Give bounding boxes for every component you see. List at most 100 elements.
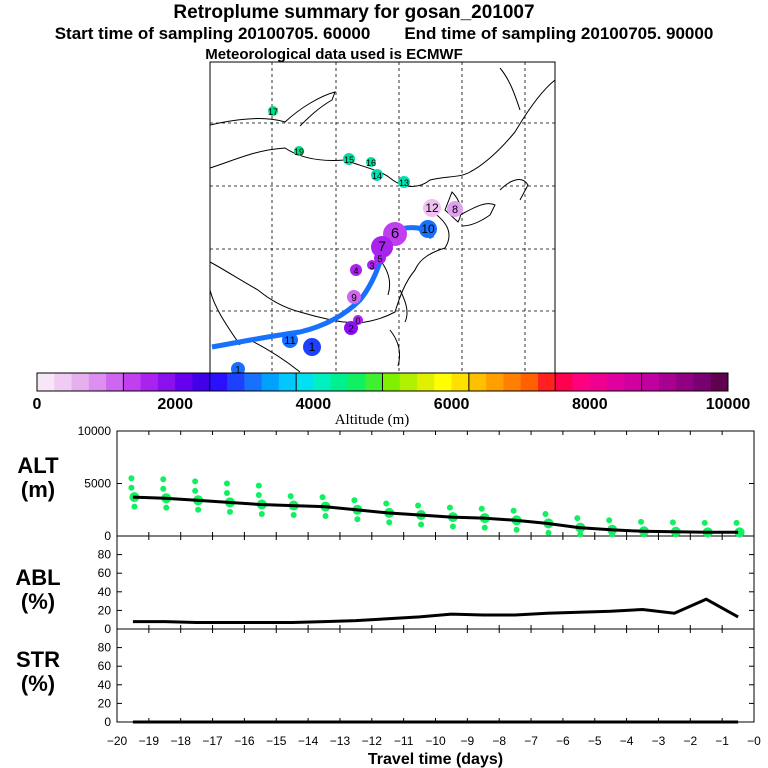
map-marker — [343, 153, 355, 165]
x-tick-label: −2 — [683, 734, 697, 748]
colorbar-cell — [676, 373, 694, 391]
page-title: Retroplume summary for gosan_201007 — [173, 2, 535, 23]
colorbar-cell — [555, 373, 574, 391]
map-marker — [447, 201, 463, 217]
altitude-point — [290, 512, 297, 518]
map-marker — [344, 321, 358, 335]
altitude-point — [510, 507, 517, 514]
map-marker-label: 2 — [348, 324, 354, 335]
x-tick-label: −6 — [556, 734, 570, 748]
map-marker-label: 11 — [284, 335, 295, 347]
colorbar-cell — [192, 373, 211, 391]
alt-label-name: ALT — [17, 453, 59, 478]
colorbar-cell — [365, 373, 383, 391]
altitude-point — [163, 504, 170, 511]
x-tick-label: −17 — [202, 734, 223, 748]
colorbar-cell — [658, 373, 677, 391]
colorbar-cell — [261, 373, 280, 391]
colorbar-cell — [468, 373, 487, 391]
sampling-times: Start time of sampling 20100705. 60000 En… — [0, 24, 768, 44]
map-marker — [398, 176, 410, 188]
start-time-label: Start time of sampling 20100705. 60000 — [54, 24, 371, 43]
y-tick-label: 60 — [98, 566, 112, 580]
colorbar-cell — [451, 373, 470, 391]
y-tick-label: 10000 — [78, 424, 112, 438]
altitude-point — [160, 476, 167, 483]
map-marker — [423, 199, 441, 217]
colorbar-cell — [624, 373, 643, 391]
y-tick-label: 20 — [98, 696, 112, 710]
colorbar-cell — [330, 373, 349, 391]
altitude-point — [513, 526, 520, 533]
colorbar-cell — [417, 373, 435, 391]
colorbar-cell — [503, 373, 522, 391]
colorbar-cell — [227, 373, 245, 391]
colorbar-cell — [54, 373, 73, 391]
map-marker-label: 7 — [378, 238, 386, 254]
map-marker-label: 3 — [369, 261, 374, 271]
y-tick-label: 0 — [104, 529, 111, 543]
colorbar-cell — [347, 373, 366, 391]
colorbar-tick-label: 2000 — [157, 396, 193, 413]
altitude-point — [449, 523, 456, 530]
colorbar-cell — [399, 373, 418, 391]
x-tick-label: −20 — [107, 734, 128, 748]
altitude-point — [542, 510, 549, 517]
altitude-point — [226, 508, 233, 515]
map-gridlines — [210, 62, 555, 374]
alt-axis-label: ALT (m) — [3, 454, 73, 502]
altitude-point — [386, 519, 393, 526]
altitude-point — [638, 518, 645, 525]
abl-label-unit: (%) — [20, 589, 56, 614]
map-marker — [371, 169, 383, 181]
altitude-point — [319, 494, 326, 501]
altitude-point — [641, 531, 648, 538]
colorbar-cell — [572, 373, 591, 391]
altitude-point — [255, 492, 262, 499]
altitude-point — [669, 519, 676, 526]
map-frame — [209, 61, 556, 375]
altitude-point — [574, 515, 581, 522]
altitude-point — [609, 531, 616, 538]
map-marker-label: 13 — [399, 178, 409, 188]
map-marker — [374, 252, 386, 264]
colorbar-tick-label: 8000 — [572, 396, 608, 413]
colorbar-cell — [209, 373, 228, 391]
alt-panel-frame — [116, 430, 755, 537]
map-marker — [294, 146, 304, 156]
y-tick-label: 20 — [98, 603, 112, 617]
map-marker-label: 14 — [372, 171, 382, 181]
y-tick-label: 0 — [104, 622, 111, 636]
map-marker — [371, 236, 393, 258]
series-line — [132, 495, 739, 534]
colorbar-cell — [175, 373, 193, 391]
map-marker-label: 1 — [235, 365, 241, 376]
colorbar-tick-label: 0 — [33, 396, 42, 413]
x-tick-label: −16 — [234, 734, 255, 748]
timeseries-panels: 10000 5000 0 80 60 40 20 0 80 60 40 20 0 −20 −19 −18 −17… — [78, 424, 762, 768]
altitude-point — [128, 475, 135, 482]
x-tick-label: −8 — [492, 734, 506, 748]
alt-label-unit: (m) — [20, 477, 56, 502]
x-tick-label: −5 — [588, 734, 602, 748]
colorbar-cell — [607, 373, 625, 391]
colorbar-cell — [37, 373, 55, 391]
altitude-point — [478, 505, 485, 512]
colorbar-cell — [88, 373, 107, 391]
altitude-point — [606, 517, 613, 524]
altitude-point — [223, 480, 230, 487]
trajectory-path — [211, 225, 435, 350]
altitude-point — [418, 521, 425, 528]
map-marker — [282, 332, 298, 348]
str-label-unit: (%) — [20, 671, 56, 696]
altitude-point — [255, 482, 262, 489]
x-tick-label: −15 — [266, 734, 287, 748]
colorbar-cell — [589, 373, 608, 391]
altitude-point — [192, 478, 199, 485]
x-tick-label: −4 — [620, 734, 634, 748]
end-time-label: End time of sampling 20100705. 90000 — [404, 24, 714, 43]
x-tick-label: −14 — [298, 734, 319, 748]
altitude-point — [415, 502, 422, 509]
colorbar-cell — [296, 373, 314, 391]
